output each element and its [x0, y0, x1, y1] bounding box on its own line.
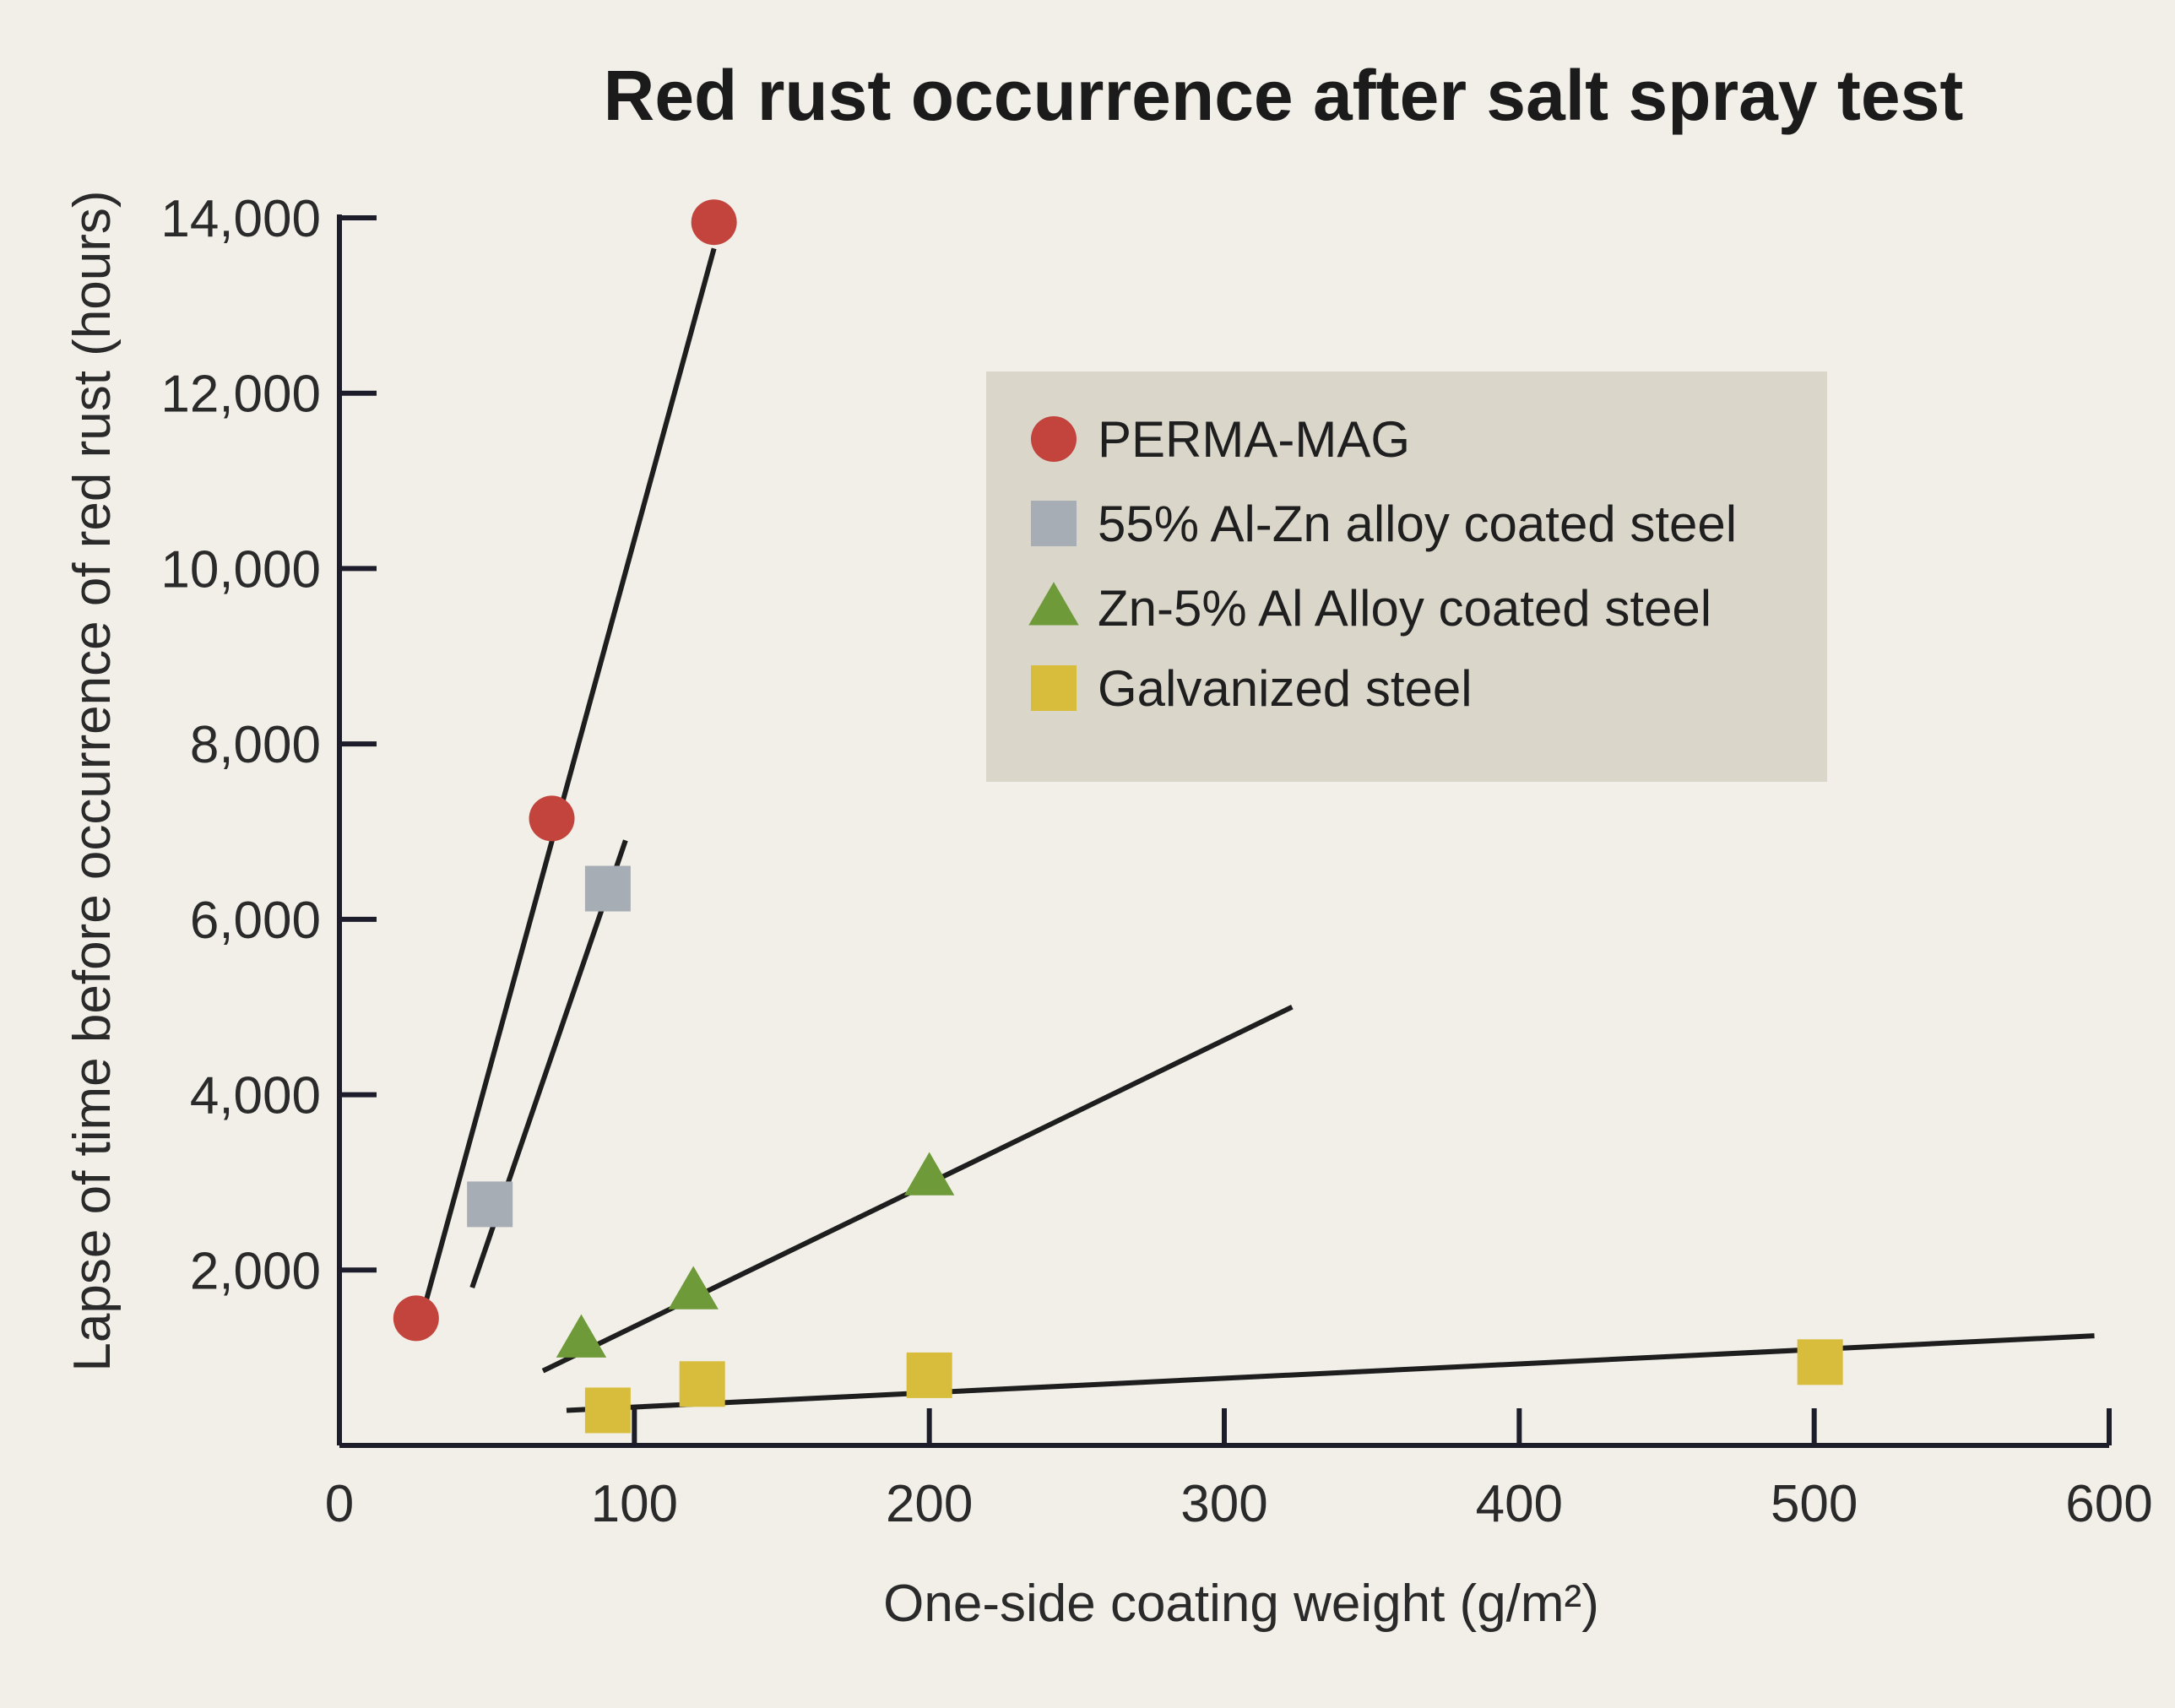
data-point	[584, 865, 631, 912]
legend-marker	[1031, 416, 1077, 462]
y-tick-label: 4,000	[190, 1067, 321, 1125]
legend-marker	[1028, 582, 1079, 626]
y-tick-label: 10,000	[160, 540, 321, 599]
data-point	[691, 199, 737, 246]
legend-marker	[1031, 665, 1077, 711]
y-tick-label: 6,000	[190, 892, 321, 950]
data-point	[584, 1387, 631, 1434]
chart-title: Red rust occurrence after salt spray tes…	[604, 56, 1964, 135]
y-tick-label: 8,000	[190, 716, 321, 774]
data-point	[529, 795, 575, 842]
data-point	[393, 1295, 439, 1342]
x-axis-title: One-side coating weight (g/m²)	[883, 1575, 1599, 1633]
plot-area: 2,000 4,000 6,000 8,000 10,000 12,000 14,000 0 1…	[160, 190, 2152, 1533]
trend-line	[566, 1333, 2095, 1413]
data-point	[467, 1181, 513, 1228]
y-tick-label: 12,000	[160, 366, 321, 424]
x-tick-label: 0	[325, 1475, 354, 1533]
data-point	[1797, 1339, 1843, 1385]
data-point	[679, 1361, 725, 1407]
data-point	[668, 1266, 719, 1309]
legend-label: Zn-5% Al Alloy coated steel	[1098, 580, 1711, 637]
x-tick-label: 400	[1476, 1475, 1563, 1533]
y-tick-label: 2,000	[190, 1242, 321, 1300]
trend-line	[422, 247, 717, 1306]
legend-label: PERMA-MAG	[1098, 411, 1410, 468]
x-tick-label: 600	[2065, 1475, 2152, 1533]
data-point	[903, 1152, 955, 1196]
legend: PERMA-MAG 55% Al-Zn alloy coated steel Zn-…	[986, 371, 1827, 782]
legend-label: Galvanized steel	[1098, 660, 1473, 717]
y-axis-title: Lapse of time before occurrence of red r…	[63, 190, 122, 1371]
y-tick-label: 14,000	[160, 190, 321, 248]
legend-box	[986, 371, 1827, 782]
legend-marker	[1031, 501, 1077, 546]
data-point	[906, 1352, 952, 1398]
x-tick-label: 500	[1771, 1475, 1858, 1533]
data-point	[556, 1314, 607, 1358]
x-tick-label: 300	[1180, 1475, 1267, 1533]
x-tick-label: 200	[886, 1475, 973, 1533]
x-tick-label: 100	[591, 1475, 678, 1533]
legend-label: 55% Al-Zn alloy coated steel	[1098, 496, 1737, 552]
